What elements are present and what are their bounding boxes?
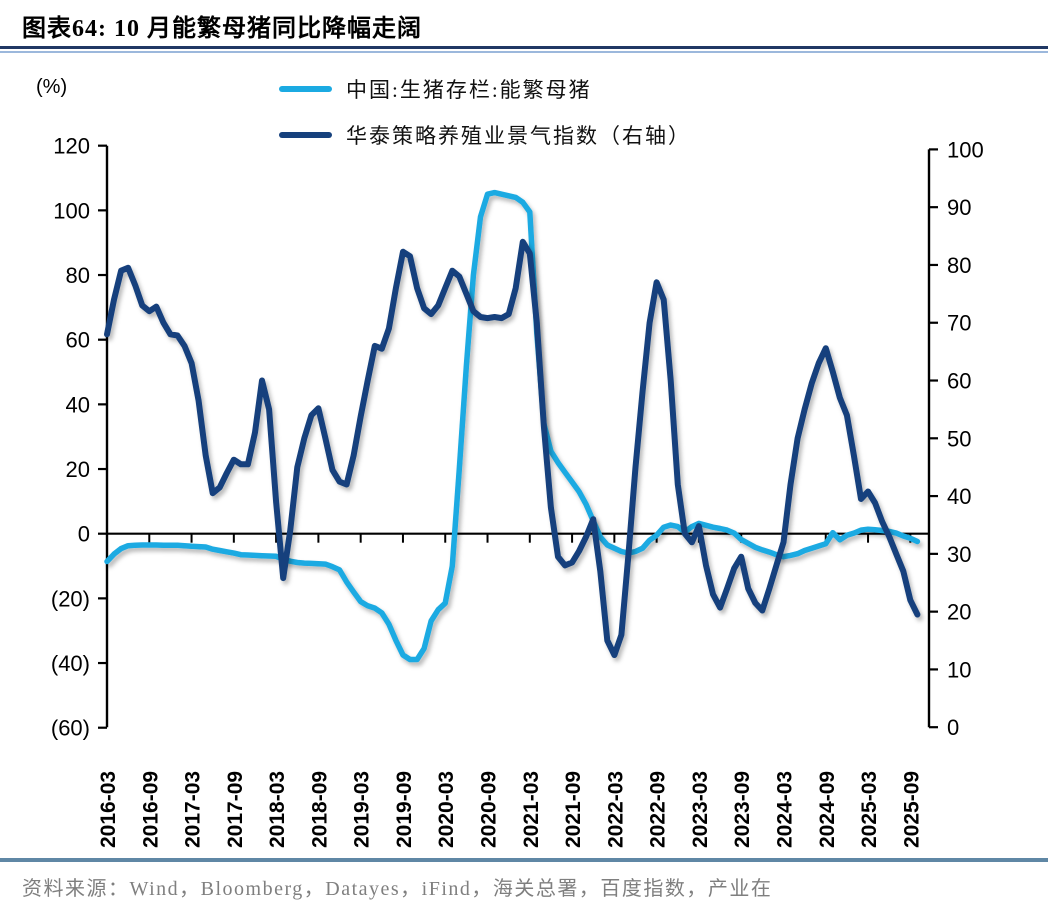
left-axis-tick-label: 20: [66, 457, 90, 482]
x-axis-tick-label: 2022-03: [604, 771, 627, 848]
footer-divider: [0, 858, 1048, 862]
x-axis-tick-label: 2017-03: [182, 771, 205, 848]
x-axis-tick-label: 2016-03: [97, 771, 120, 848]
left-axis-tick-label: (60): [51, 716, 90, 741]
figure-title: 图表64: 10 月能繁母猪同比降幅走阔: [22, 16, 422, 42]
source-note: 资料来源：Wind，Bloomberg，Datayes，iFind，海关总署，百…: [22, 878, 773, 900]
x-axis-tick-label: 2016-09: [139, 771, 162, 848]
right-axis-tick-label: 40: [947, 484, 971, 509]
left-axis-tick-label: 80: [66, 263, 90, 288]
right-axis-tick-label: 90: [947, 195, 971, 220]
right-axis-tick-label: 20: [947, 600, 971, 625]
x-axis-tick-label: 2020-03: [435, 771, 458, 848]
left-axis-tick-label: 100: [53, 198, 90, 223]
legend-label-sow: 中国:生猪存栏:能繁母猪: [346, 78, 592, 102]
x-axis-tick-label: 2019-03: [351, 771, 374, 848]
right-axis-tick-label: 60: [947, 369, 971, 394]
right-axis-tick-label: 0: [947, 715, 959, 740]
left-axis-unit-label: (%): [36, 76, 68, 98]
x-axis-tick-label: 2023-09: [731, 771, 754, 848]
x-axis-tick-label: 2021-03: [520, 771, 543, 848]
legend-swatch-sow-line: [279, 86, 332, 92]
x-axis-tick-label: 2019-09: [393, 771, 416, 848]
legend-item-index: 华泰策略养殖业景气指数（右轴）: [279, 118, 691, 152]
left-axis-tick-label: (40): [51, 651, 90, 676]
right-axis-tick-label: 80: [947, 253, 971, 278]
legend-item-sow: 中国:生猪存栏:能繁母猪: [279, 72, 691, 106]
left-axis-tick-label: 120: [53, 134, 90, 159]
chart-legend: 中国:生猪存栏:能繁母猪 华泰策略养殖业景气指数（右轴）: [279, 72, 691, 164]
legend-swatch-index-line: [279, 132, 332, 138]
x-axis-tick-label: 2018-03: [266, 771, 289, 848]
left-axis-tick-label: 40: [66, 392, 90, 417]
right-axis-tick-label: 100: [947, 137, 984, 162]
x-axis-tick-label: 2021-09: [562, 771, 585, 848]
x-axis-tick-label: 2023-03: [689, 771, 712, 848]
right-axis-tick-label: 70: [947, 311, 971, 336]
legend-label-index: 华泰策略养殖业景气指数（右轴）: [346, 124, 691, 148]
x-axis-tick-label: 2020-09: [478, 771, 501, 848]
x-axis-tick-label: 2017-09: [224, 771, 247, 848]
x-axis-tick-label: 2025-09: [900, 771, 923, 848]
x-axis-tick-label: 2022-09: [647, 771, 670, 848]
right-axis-tick-label: 10: [947, 657, 971, 682]
left-axis-tick-label: (20): [51, 586, 90, 611]
x-axis-tick-label: 2024-03: [773, 771, 796, 848]
huatai-farming-index-line: [104, 238, 921, 658]
x-axis-tick-label: 2024-09: [816, 771, 839, 848]
x-axis-tick-label: 2025-03: [858, 771, 881, 848]
right-axis-tick-label: 30: [947, 542, 971, 567]
sow-inventory-yoy-line: [104, 189, 921, 663]
left-axis-tick-label: 0: [78, 522, 90, 547]
right-axis-tick-label: 50: [947, 426, 971, 451]
left-axis-tick-label: 60: [66, 328, 90, 353]
x-axis-tick-label: 2018-09: [308, 771, 331, 848]
title-divider: [0, 46, 1048, 53]
